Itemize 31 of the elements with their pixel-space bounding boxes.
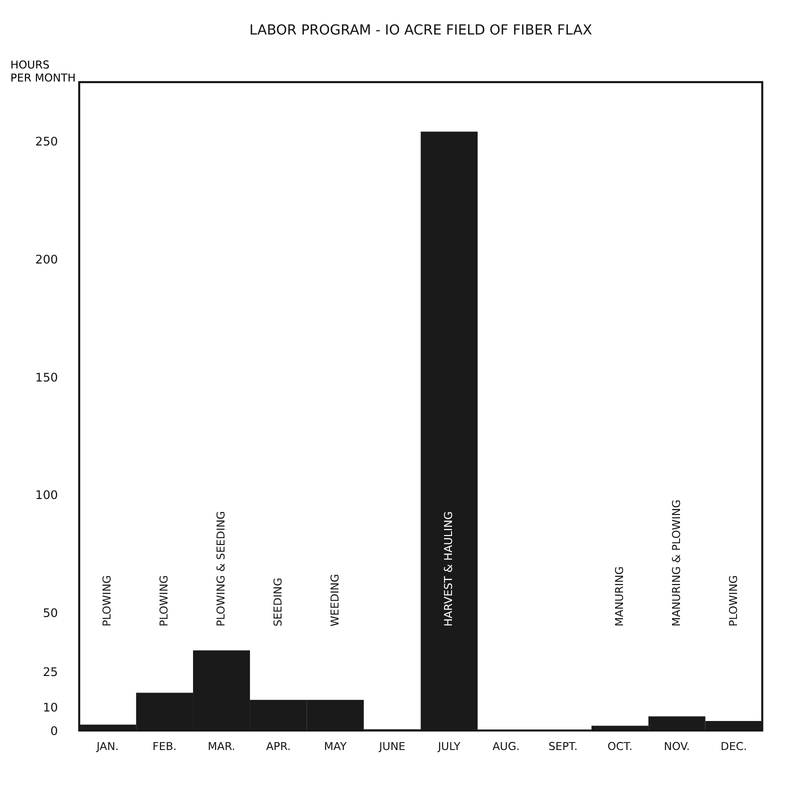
y-axis-title: HOURS PER MONTH	[10, 58, 76, 85]
annotation: PLOWING	[158, 575, 171, 627]
x-tick-label: JULY	[436, 740, 461, 753]
x-tick-label: OCT.	[607, 740, 632, 753]
y-tick-label: 200	[35, 252, 58, 266]
x-tick-label: AUG.	[492, 740, 520, 753]
y-tick-label: 25	[42, 664, 58, 679]
x-tick-label: NOV.	[664, 740, 690, 753]
x-tick-label: APR.	[266, 740, 291, 753]
annotation: MANURING	[612, 566, 626, 627]
y-tick-label: 0	[50, 724, 58, 738]
annotation: MANURING & PLOWING	[670, 500, 683, 627]
annotation: SEEDING	[271, 578, 284, 627]
y-tick-label: 100	[35, 488, 58, 502]
x-tick-label: JAN.	[96, 740, 119, 753]
annotation: PLOWING & SEEDING	[214, 511, 228, 627]
y-tick-label: 150	[35, 370, 58, 384]
annotation: PLOWING	[100, 575, 114, 627]
y-tick-label: 250	[35, 134, 58, 148]
x-tick-label: SEPT.	[548, 740, 578, 753]
y-tick-label: 10	[42, 700, 58, 714]
x-tick-label: FEB.	[152, 740, 177, 753]
x-tick-label: DEC.	[720, 740, 747, 753]
annotation: PLOWING	[726, 575, 740, 627]
x-tick-label: MAR.	[208, 740, 236, 753]
annotation: WEEDING	[328, 574, 342, 627]
annotation: HARVEST & HAULING	[442, 511, 456, 627]
x-tick-label: MAY	[324, 740, 348, 753]
x-tick-label: JUNE	[378, 740, 406, 753]
chart-title: LABOR PROGRAM - IO ACRE FIELD OF FIBER FLAX	[249, 22, 593, 39]
y-tick-label: 50	[42, 606, 58, 620]
